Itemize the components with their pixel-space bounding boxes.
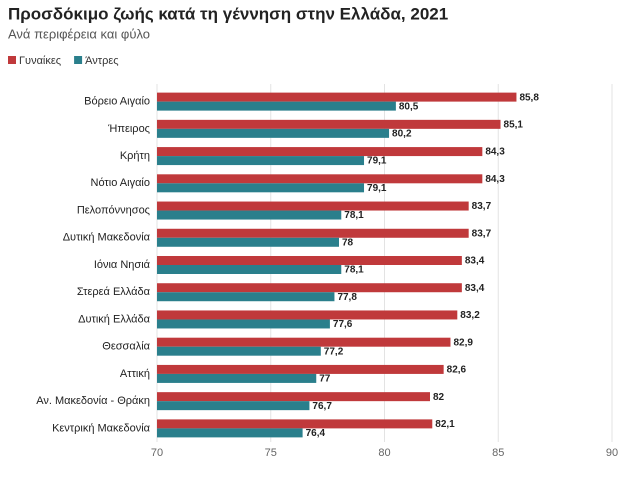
value-label: 77,8 [337, 292, 357, 303]
bar [157, 265, 342, 274]
x-tick-label: 85 [492, 447, 504, 459]
value-label: 83,4 [465, 256, 485, 267]
value-label: 78,1 [344, 265, 364, 276]
bar [157, 283, 462, 293]
x-tick-label: 70 [151, 447, 163, 459]
bar [157, 428, 303, 438]
value-label: 82,6 [447, 365, 467, 376]
value-label: 80,5 [399, 101, 419, 112]
value-label: 83,2 [460, 310, 480, 321]
value-label: 82 [433, 392, 445, 403]
y-tick-label: Στερεά Ελλάδα [77, 286, 151, 298]
y-tick-label: Δυτική Μακεδονία [63, 232, 151, 244]
bar [157, 419, 433, 429]
bar [157, 337, 451, 347]
y-tick-label: Αττική [120, 368, 150, 380]
legend-label: Άντρες [85, 55, 118, 67]
y-tick-label: Κρήτη [120, 150, 150, 162]
y-tick-label: Πελοπόννησος [77, 204, 150, 216]
value-label: 80,2 [392, 128, 412, 139]
bar [157, 319, 330, 329]
value-label: 77 [319, 374, 331, 385]
y-tick-label: Βόρειο Αιγαίο [84, 96, 150, 108]
x-tick-label: 90 [606, 447, 618, 459]
bar [157, 364, 444, 374]
y-tick-label: Ιόνια Νησιά [94, 259, 151, 271]
bar [157, 292, 335, 302]
value-label: 84,3 [485, 147, 505, 158]
legend-swatch [8, 56, 16, 64]
value-label: 83,7 [472, 228, 492, 239]
value-label: 76,4 [306, 428, 326, 439]
bar [157, 392, 430, 402]
bar [157, 237, 339, 247]
value-label: 77,6 [333, 319, 353, 330]
bar [157, 92, 517, 102]
value-label: 79,1 [367, 156, 387, 167]
value-label: 82,1 [435, 419, 455, 430]
value-label: 78,1 [344, 210, 364, 221]
y-tick-label: Θεσσαλία [102, 341, 150, 353]
chart-title: Προσδόκιμο ζωής κατά τη γέννηση στην Ελλ… [8, 4, 448, 23]
value-label: 77,2 [324, 346, 344, 357]
value-label: 84,3 [485, 174, 505, 185]
y-tick-label: Δυτική Ελλάδα [78, 313, 150, 325]
y-tick-label: Κεντρική Μακεδονία [52, 422, 151, 434]
bar [157, 183, 365, 193]
bar [157, 346, 321, 356]
bar [157, 147, 483, 157]
bar [157, 156, 365, 166]
value-label: 82,9 [453, 337, 473, 348]
bar [157, 228, 469, 238]
bar [157, 373, 317, 383]
x-tick-label: 80 [378, 447, 390, 459]
bar [157, 201, 469, 211]
value-label: 79,1 [367, 183, 387, 194]
value-label: 76,7 [312, 401, 332, 412]
bar [157, 174, 483, 184]
value-label: 78 [342, 237, 354, 248]
bar [157, 210, 342, 220]
value-label: 85,8 [519, 92, 539, 103]
bar [157, 128, 390, 138]
legend-label: Γυναίκες [19, 55, 61, 67]
bar [157, 119, 501, 129]
bar [157, 256, 462, 265]
value-label: 85,1 [504, 119, 524, 130]
bar [157, 310, 458, 320]
y-tick-label: Αν. Μακεδονία - Θράκη [36, 395, 150, 407]
x-tick-label: 75 [265, 447, 277, 459]
chart-subtitle: Ανά περιφέρεια και φύλο [8, 26, 150, 41]
y-tick-label: Ήπειρος [107, 123, 150, 135]
value-label: 83,4 [465, 283, 485, 294]
bar [157, 401, 310, 411]
bar [157, 101, 396, 111]
y-tick-label: Νότιο Αιγαίο [91, 177, 150, 189]
legend-swatch [74, 56, 83, 64]
value-label: 83,7 [472, 201, 492, 212]
